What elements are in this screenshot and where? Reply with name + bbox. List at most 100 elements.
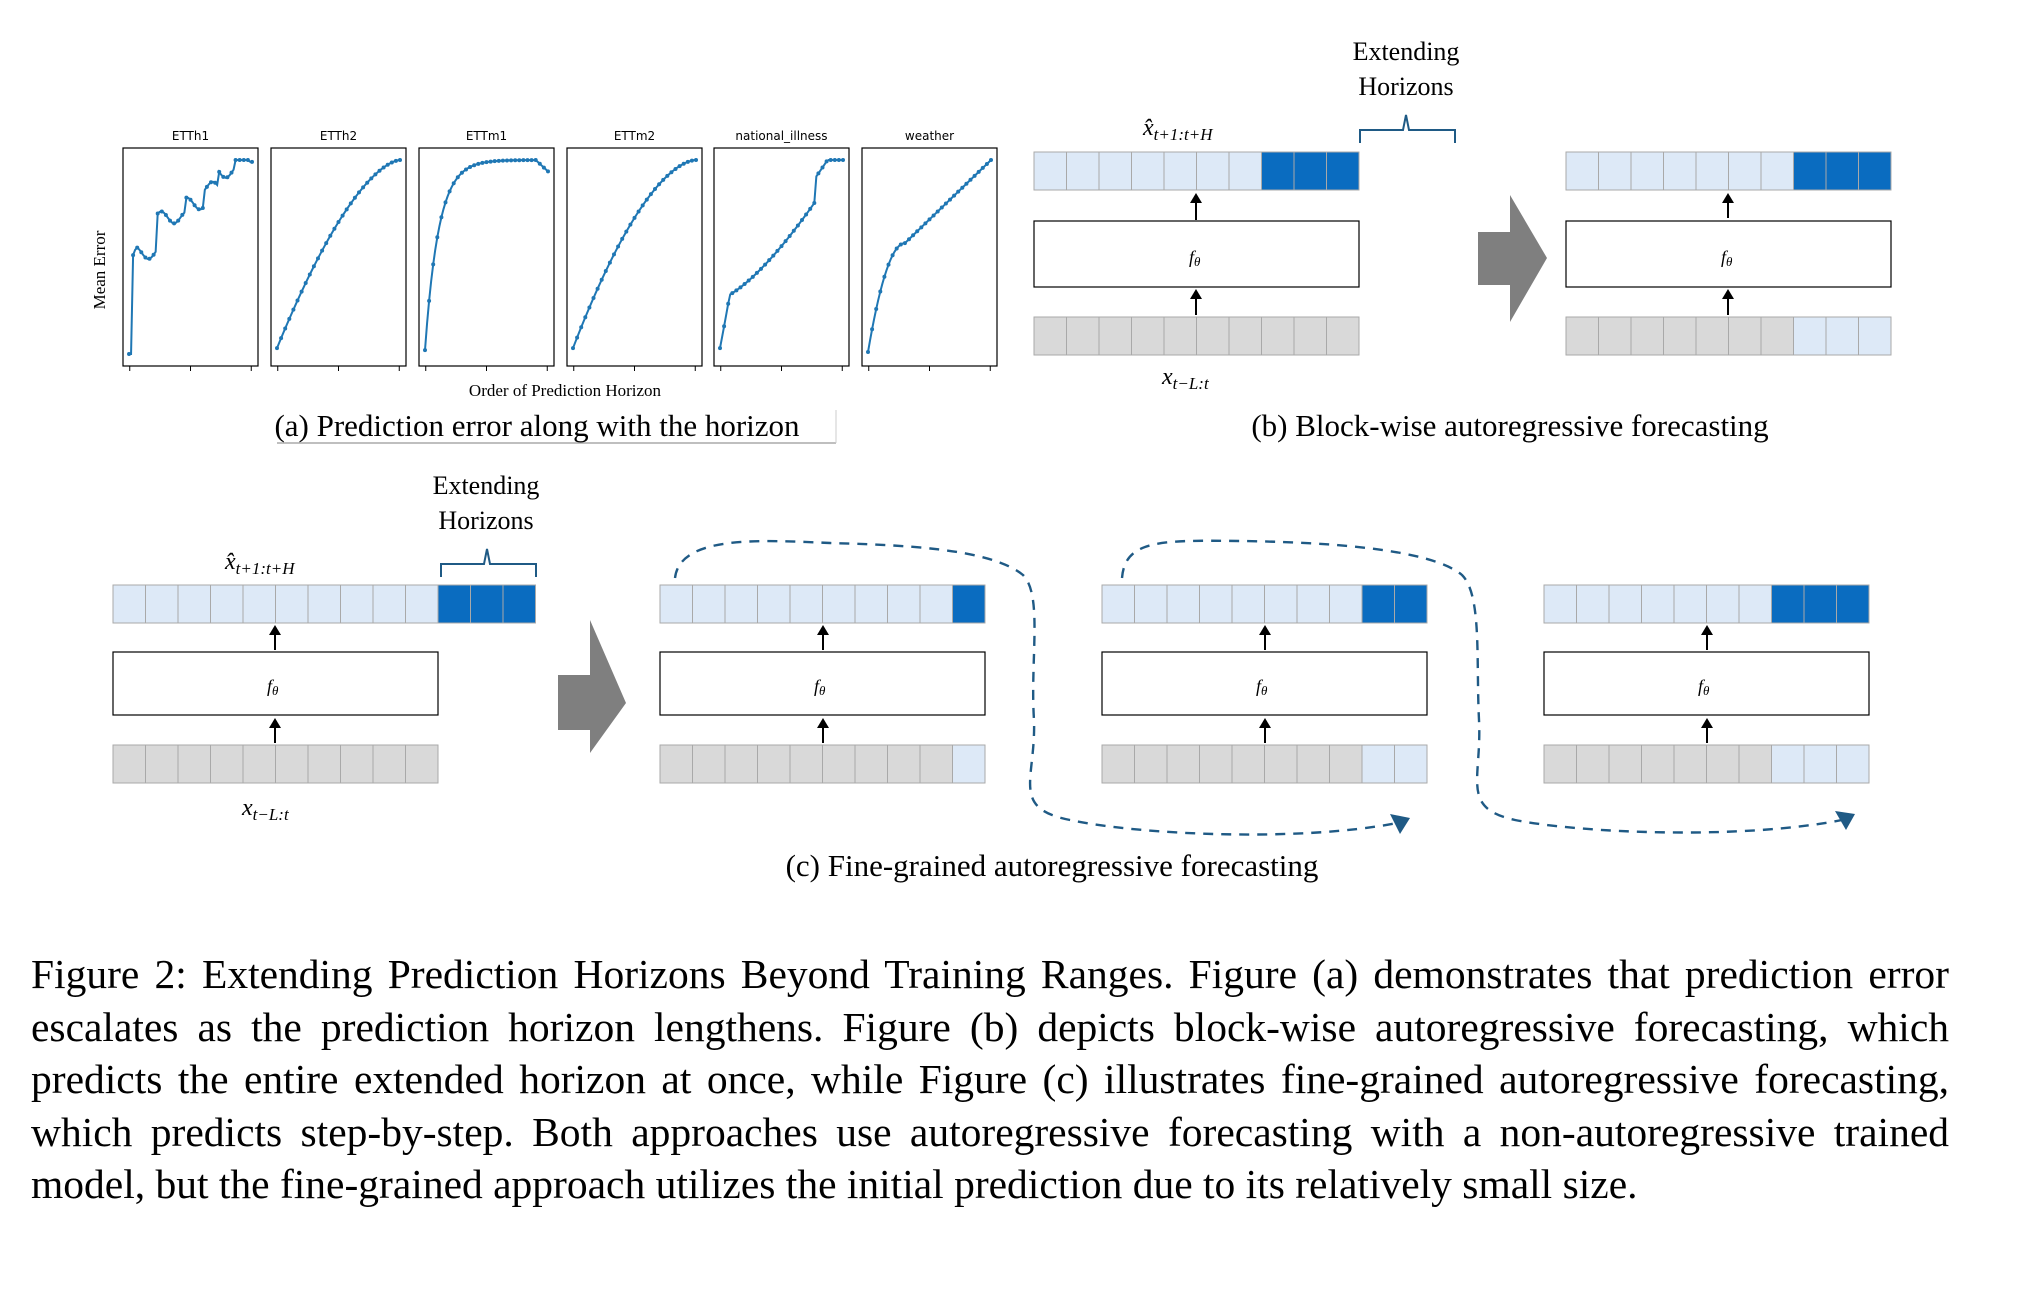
subplot-title: ETTh1 [172,129,209,143]
cell [1199,744,1233,784]
error-point [866,350,870,355]
output-cells-step2 [1101,584,1428,624]
extension-cell [1326,151,1360,191]
error-point [279,336,284,341]
cell [822,744,856,784]
extension-cell [1836,744,1870,784]
error-point [989,158,993,162]
error-point [812,201,817,206]
cell [405,744,439,784]
error-point [907,237,911,242]
subplot: ETTm1 [418,129,555,371]
error-point [369,176,374,181]
panel-c-caption: (c) Fine-grained autoregressive forecast… [786,848,1319,883]
extension-cell [1394,584,1428,624]
error-point [612,252,616,257]
cell [757,584,791,624]
model-label: fθ [267,676,279,698]
error-point [808,206,813,211]
error-point [587,305,592,310]
error-point [673,166,678,171]
cell [1101,744,1135,784]
cell [145,584,179,624]
cell [1264,744,1298,784]
cell [112,584,146,624]
arrow-head [1701,625,1713,635]
error-point [172,221,177,226]
cell [1228,316,1262,356]
error-point [155,211,160,216]
cell [919,584,953,624]
subplot-frame [713,147,850,367]
output-cells-next [1565,151,1892,191]
error-point [295,298,300,303]
error-point [221,174,226,179]
cell [1231,744,1265,784]
error-point [575,335,580,340]
error-point [828,158,833,162]
error-point [291,307,296,312]
cell [307,744,341,784]
error-point [377,168,382,173]
cell [659,744,693,784]
cell [789,584,823,624]
error-point [911,233,916,238]
error-point [513,158,518,163]
cell [1163,151,1197,191]
subplot-title: ETTh2 [320,129,357,143]
error-point [484,160,489,165]
error-point [968,177,973,182]
error-point [754,270,759,275]
error-point [316,256,320,261]
error-point [245,158,250,162]
extension-cell [1825,151,1859,191]
error-point [447,189,452,194]
cell [1673,744,1707,784]
error-point [984,161,989,166]
cell [1576,584,1610,624]
error-point [163,212,168,217]
error-point [332,226,337,231]
error-point [800,218,804,223]
cell [1695,316,1729,356]
error-point [521,158,526,163]
cell [1066,316,1100,356]
error-point [894,246,899,251]
error-point [517,158,522,163]
cell [789,744,823,784]
cell [1329,584,1363,624]
cell [1663,316,1697,356]
model-box [1033,220,1360,288]
cell [1738,584,1772,624]
cell [1228,151,1262,191]
cell [1543,744,1577,784]
error-point [763,262,768,267]
error-point [648,192,653,197]
error-point [661,177,666,182]
error-point [299,289,304,294]
arrow-head [269,718,281,728]
extension-cell [952,744,986,784]
extension-cell [1771,744,1805,784]
error-point [952,193,957,198]
error-point [935,209,940,214]
error-point [398,158,402,162]
error-point [874,307,879,312]
error-point [143,255,148,260]
error-point [427,298,432,303]
error-point [820,165,825,170]
cell [1641,744,1675,784]
error-point [307,272,312,277]
error-point [583,315,588,320]
error-point [677,164,682,169]
error-point [694,158,698,162]
error-point [956,189,961,194]
error-point [750,274,755,279]
error-point [180,212,185,217]
error-point [927,217,932,222]
cell [822,584,856,624]
error-point [571,346,575,351]
cell [1728,151,1762,191]
cell [1199,584,1233,624]
arrow-head [1259,625,1271,635]
